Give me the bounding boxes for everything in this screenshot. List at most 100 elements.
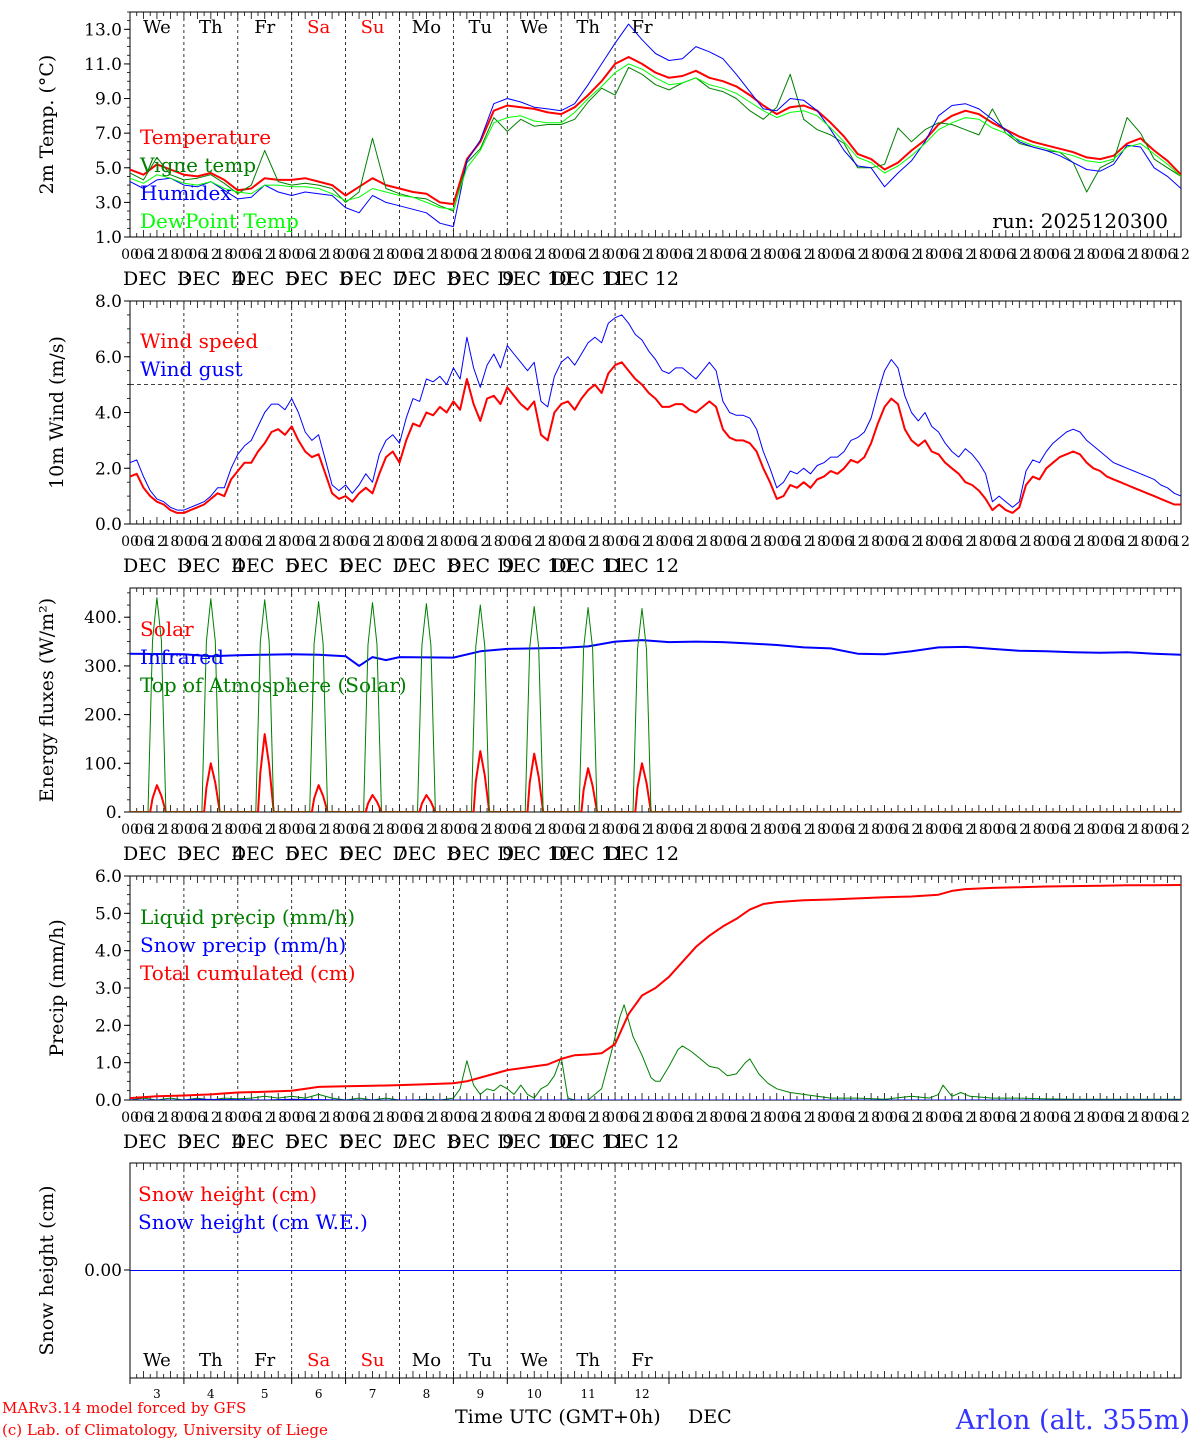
panel-snow-height: 0.00 Snow height (cm) We Th Fr Sa Su Mo Tu We Th Fr… — [36, 1162, 1182, 1401]
y-tick-label: 200. — [84, 706, 122, 726]
hour-tick-label: 18 — [700, 247, 718, 263]
hour-tick-label: 12 — [364, 1110, 382, 1126]
legend-entry: Temperature — [140, 125, 271, 149]
y-axis-label: Energy fluxes (W/m²) — [36, 598, 58, 802]
hour-tick-label: 18 — [323, 534, 341, 550]
hour-tick-label: 06 — [674, 822, 692, 838]
hour-tick-label: 12 — [148, 534, 166, 550]
y-tick-label: 11.0 — [84, 55, 122, 75]
hour-tick-label: 18 — [1024, 1110, 1042, 1126]
hour-tick-label: 00 — [283, 822, 301, 838]
hour-tick-label: 06 — [458, 247, 476, 263]
hour-tick-label: 18 — [269, 247, 287, 263]
hour-tick-label: 00 — [391, 1110, 409, 1126]
date-label: DEC 10 — [497, 268, 571, 290]
series-line-wind-speed — [130, 361, 1181, 514]
hour-tick-label: 00 — [283, 1110, 301, 1126]
hour-tick-label: 06 — [296, 1110, 314, 1126]
hour-tick-label: 06 — [242, 247, 260, 263]
hour-tick-label: 00 — [983, 1110, 1001, 1126]
hour-tick-label: 12 — [849, 247, 867, 263]
hour-tick-label: 12 — [1172, 247, 1190, 263]
legend-entry: Liquid precip (mm/h) — [140, 905, 355, 929]
y-tick-label: 300. — [84, 657, 122, 677]
hour-tick-label: 06 — [1105, 534, 1123, 550]
hour-tick-label: 06 — [512, 822, 530, 838]
hour-tick-label: 06 — [135, 247, 153, 263]
y-tick-label: 1.0 — [95, 228, 122, 248]
hour-tick-label: 00 — [1145, 247, 1163, 263]
hour-tick-label: 06 — [1051, 822, 1069, 838]
hour-tick-label: 12 — [1010, 822, 1028, 838]
y-tick-label: 3.0 — [95, 979, 122, 999]
hour-tick-label: 00 — [337, 1110, 355, 1126]
hour-tick-label: 12 — [256, 1110, 274, 1126]
hour-tick-label: 12 — [956, 534, 974, 550]
hour-tick-label: 00 — [983, 534, 1001, 550]
hour-tick-label: 00 — [822, 247, 840, 263]
hour-tick-label: 00 — [337, 247, 355, 263]
hour-tick-label: 12 — [1172, 1110, 1190, 1126]
hour-tick-label: 00 — [1091, 534, 1109, 550]
hour-tick-label: 18 — [808, 534, 826, 550]
hour-tick-label: 12 — [741, 247, 759, 263]
hour-tick-label: 12 — [579, 1110, 597, 1126]
hour-tick-label: 00 — [660, 1110, 678, 1126]
hour-tick-label: 06 — [943, 534, 961, 550]
weekday-label: Mo — [412, 17, 441, 38]
hour-tick-label: 06 — [997, 822, 1015, 838]
hour-tick-label: 00 — [930, 1110, 948, 1126]
day-number-label: 8 — [423, 1387, 431, 1401]
y-axis-label: 2m Temp. (°C) — [36, 55, 58, 195]
hour-tick-label: 18 — [1132, 822, 1150, 838]
panel-temperature: 1.0 3.0 5.0 7.0 9.0 11.0 13.0 2m Temp. (°C) We Th… — [36, 11, 1190, 290]
date-label: DEC 7 — [339, 1131, 407, 1153]
legend-entry: Snow height (cm W.E.) — [138, 1210, 368, 1234]
y-tick-label: 1.0 — [95, 1054, 122, 1074]
hour-tick-label: 12 — [310, 1110, 328, 1126]
hour-tick-label: 12 — [364, 534, 382, 550]
hour-tick-label: 06 — [1105, 822, 1123, 838]
hour-tick-label: 06 — [781, 247, 799, 263]
hour-tick-label: 06 — [835, 247, 853, 263]
hour-tick-label: 18 — [862, 534, 880, 550]
hour-tick-label: 18 — [162, 534, 180, 550]
hour-tick-label: 06 — [835, 1110, 853, 1126]
hour-tick-label: 00 — [876, 247, 894, 263]
hour-tick-label: 18 — [215, 822, 233, 838]
hour-tick-label: 06 — [242, 822, 260, 838]
hour-tick-label: 06 — [188, 534, 206, 550]
hour-tick-label: 12 — [256, 822, 274, 838]
hour-tick-label: 12 — [202, 822, 220, 838]
day-number-label: 4 — [207, 1387, 215, 1401]
hour-tick-label: 00 — [121, 247, 139, 263]
y-tick-label: 5.0 — [95, 159, 122, 179]
hour-tick-label: 00 — [1037, 822, 1055, 838]
weekday-label: Tu — [469, 1350, 493, 1371]
y-tick-label: 0.0 — [95, 1091, 122, 1111]
hour-tick-label: 18 — [323, 1110, 341, 1126]
hour-tick-label: 18 — [1024, 822, 1042, 838]
y-axis-label: Precip (mm/h) — [46, 919, 68, 1057]
hour-tick-label: 00 — [283, 247, 301, 263]
hour-tick-label: 06 — [188, 822, 206, 838]
hour-tick-label: 06 — [404, 1110, 422, 1126]
hour-tick-label: 06 — [674, 534, 692, 550]
hour-tick-label: 12 — [1172, 822, 1190, 838]
hour-tick-label: 06 — [835, 822, 853, 838]
hour-tick-label: 12 — [1010, 1110, 1028, 1126]
hour-tick-label: 06 — [242, 1110, 260, 1126]
date-label: DEC 11 — [551, 1131, 625, 1153]
hour-tick-label: 00 — [552, 1110, 570, 1126]
hour-tick-label: 06 — [674, 247, 692, 263]
hour-tick-label: 12 — [687, 822, 705, 838]
date-label: DEC 10 — [497, 555, 571, 577]
hour-tick-label: 18 — [700, 1110, 718, 1126]
date-label: DEC 9 — [446, 555, 514, 577]
hour-tick-label: 18 — [647, 534, 665, 550]
hour-tick-label: 06 — [1051, 1110, 1069, 1126]
hour-tick-label: 06 — [997, 247, 1015, 263]
hour-tick-label: 18 — [1132, 534, 1150, 550]
hour-tick-label: 00 — [876, 822, 894, 838]
hour-tick-label: 18 — [431, 534, 449, 550]
